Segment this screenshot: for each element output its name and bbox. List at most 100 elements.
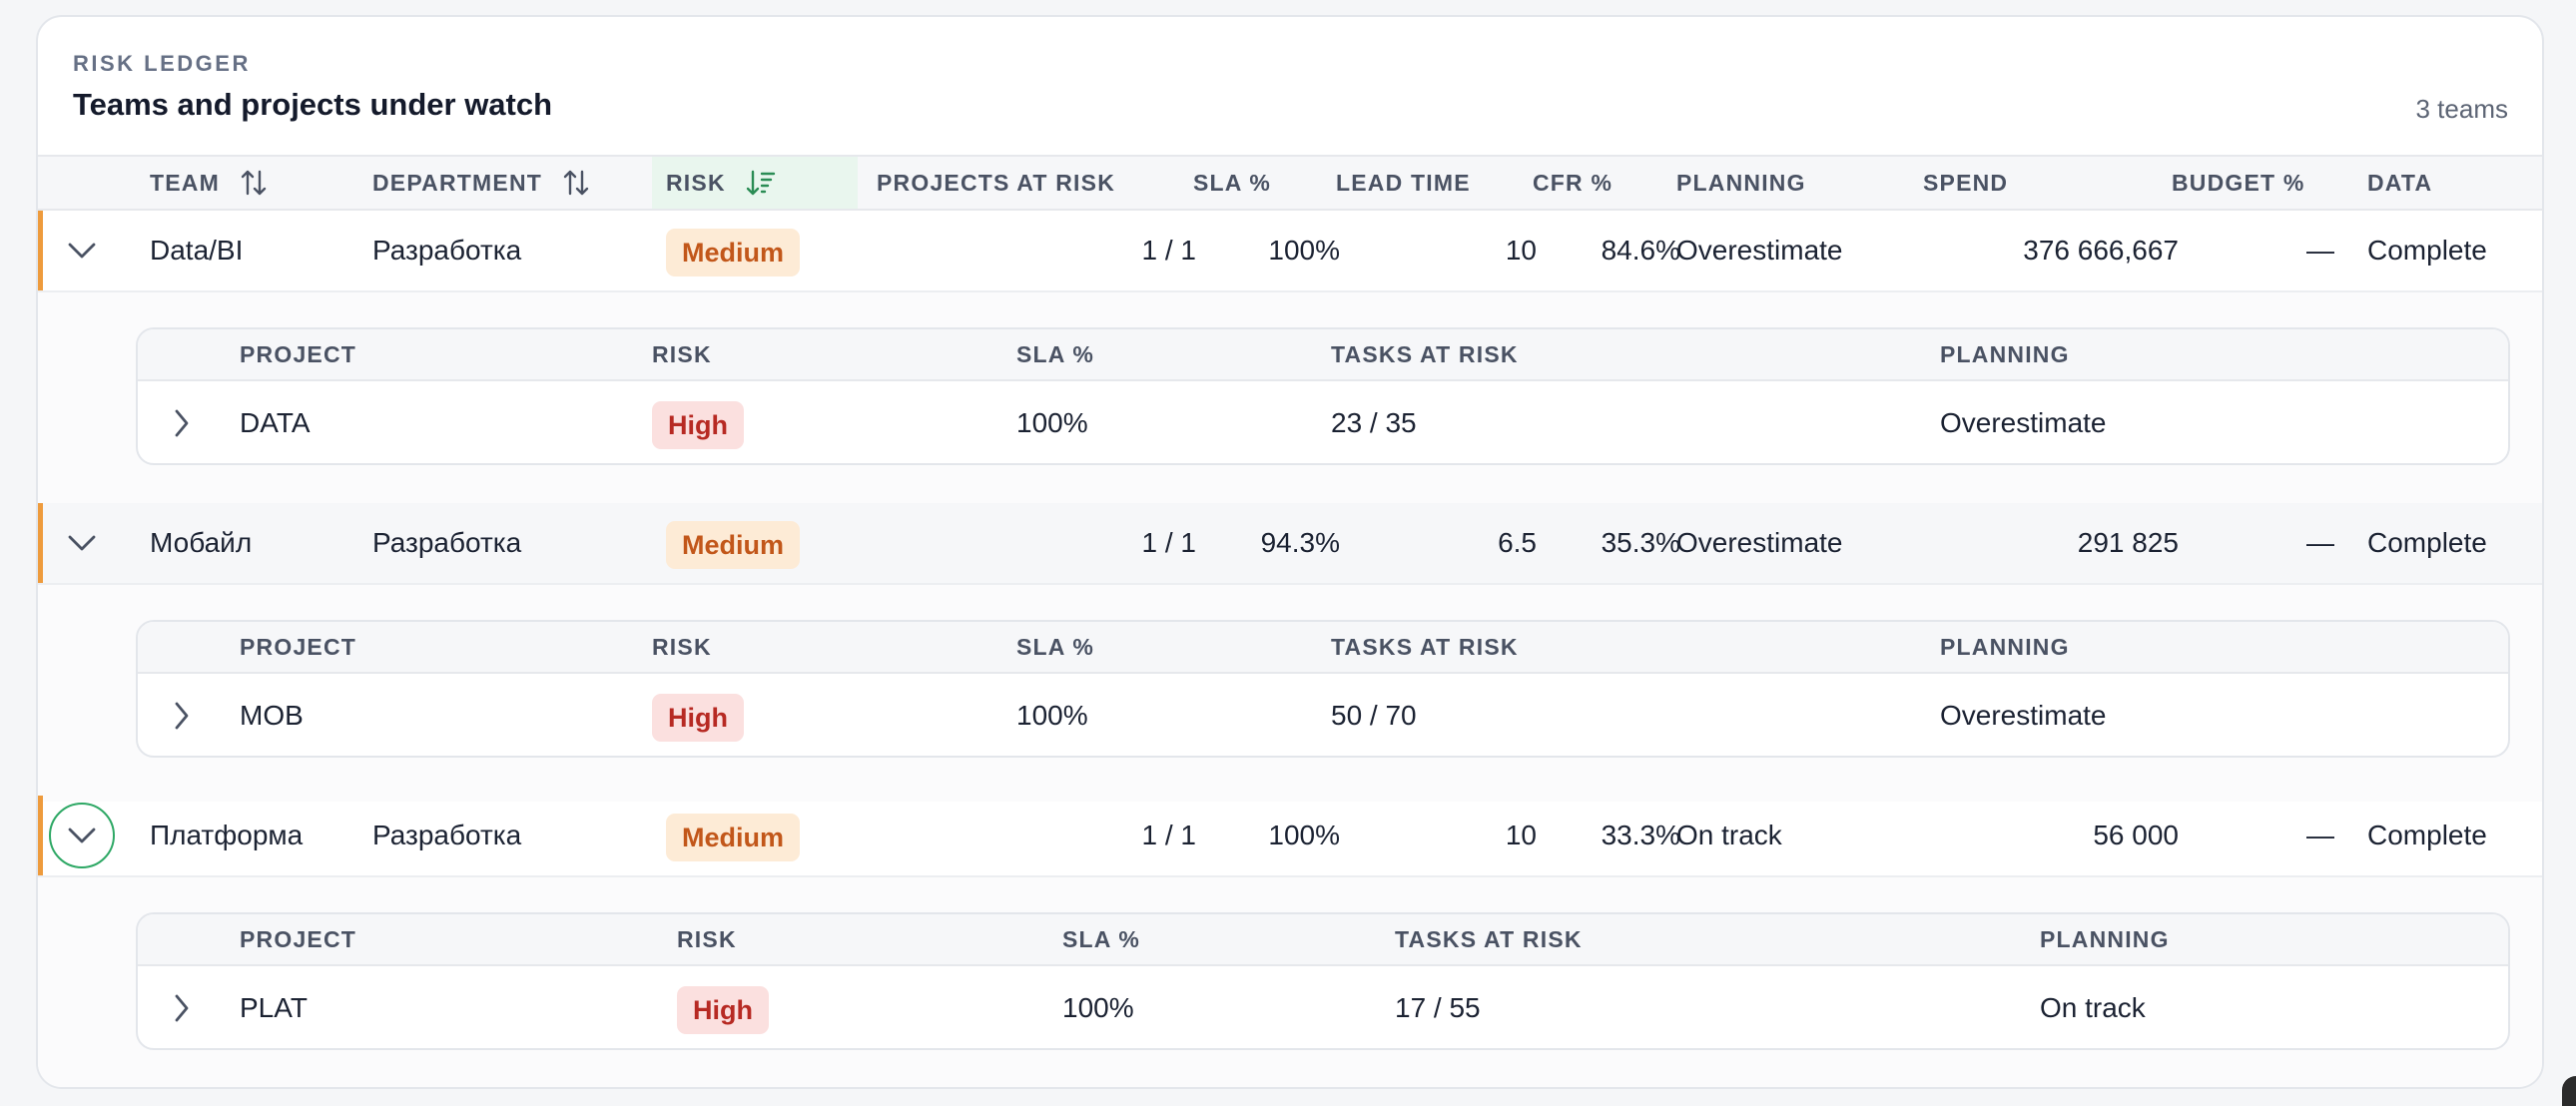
spend-value: 291 825 [2077,527,2179,558]
chevron-down-icon [68,243,96,259]
expand-toggle[interactable] [49,803,115,868]
sub-column-tasks-at-risk: TASKS AT RISK [1395,926,1583,952]
sub-column-sla: SLA % [1016,634,1094,660]
team-name: Платформа [150,820,304,850]
column-header-cfr: CFR % [1533,170,1613,196]
risk-badge: High [652,400,744,449]
sub-column-sla: SLA % [1016,341,1094,367]
project-planning: On track [2040,992,2146,1023]
column-label: TEAM [150,170,220,196]
sub-column-project: PROJECT [240,341,357,367]
chevron-down-icon [68,535,96,551]
expand-toggle[interactable] [49,510,115,576]
column-header-lead-time: LEAD TIME [1336,170,1471,196]
risk-cell: Medium [666,796,801,875]
column-header-team[interactable]: TEAM [150,157,268,209]
project-expand-toggle[interactable] [162,381,202,463]
column-label: DEPARTMENT [372,170,543,196]
cfr-value: 84.6% [1601,235,1680,266]
data-status: Complete [2367,235,2487,266]
project-sla: 100% [1062,992,1134,1023]
budget-value: — [2306,820,2334,850]
project-planning: Overestimate [1940,700,2107,731]
lead-time-value: 10 [1505,235,1537,266]
window-corner [2562,1076,2576,1106]
cfr-value: 35.3% [1601,527,1680,558]
project-subtable: PROJECT RISK SLA % TASKS AT RISK PLANNIN… [136,620,2510,758]
sort-arrows-icon[interactable] [562,168,590,198]
column-header-budget: BUDGET % [2172,170,2305,196]
project-sla: 100% [1016,407,1088,438]
projects-at-risk: 1 / 1 [1141,820,1196,850]
column-header-spend: SPEND [1923,170,2009,196]
risk-accent-bar [38,796,43,875]
sub-column-risk: RISK [652,341,712,367]
risk-cell: Medium [666,503,801,583]
lead-time-value: 6.5 [1498,527,1537,558]
department: Разработка [372,527,522,558]
risk-accent-bar [38,503,43,583]
cfr-value: 33.3% [1601,820,1680,850]
sub-column-project: PROJECT [240,634,357,660]
column-header-risk[interactable]: RISK [652,157,858,209]
project-risk-cell: High [652,381,744,463]
sub-column-risk: RISK [652,634,712,660]
subtable-header: PROJECT RISK SLA % TASKS AT RISK PLANNIN… [138,914,2508,966]
risk-badge: Medium [666,813,801,861]
data-status: Complete [2367,820,2487,850]
project-risk-cell: High [677,966,769,1048]
planning-value: Overestimate [1676,527,1843,558]
spend-value: 376 666,667 [2023,235,2179,266]
chevron-down-icon [68,828,96,843]
chevron-right-icon [175,702,189,730]
expand-toggle[interactable] [49,218,115,283]
card-header: RISK LEDGER Teams and projects under wat… [38,17,2542,155]
projects-at-risk: 1 / 1 [1141,235,1196,266]
sub-column-sla: SLA % [1062,926,1140,952]
project-name: PLAT [240,992,308,1023]
project-tasks-at-risk: 50 / 70 [1331,700,1417,731]
team-row[interactable]: Data/BI Разработка Medium 1 / 1 100% 10 … [38,211,2542,292]
planning-value: On track [1676,820,1782,850]
project-risk-cell: High [652,674,744,756]
sort-arrows-icon[interactable] [240,168,268,198]
column-header-planning: PLANNING [1676,170,1806,196]
team-count: 3 teams [2415,94,2509,124]
sub-column-risk: RISK [677,926,737,952]
column-label: RISK [666,170,726,196]
chevron-right-icon [175,409,189,437]
column-header-sla: SLA % [1193,170,1271,196]
eyebrow-label: RISK LEDGER [73,51,251,76]
budget-value: — [2306,235,2334,266]
project-expand-toggle[interactable] [162,674,202,756]
table-header: TEAM DEPARTMENT RISK PROJECTS AT RISK SL… [38,155,2542,211]
sla-value: 94.3% [1260,527,1340,558]
budget-value: — [2306,527,2334,558]
sub-column-planning: PLANNING [1940,634,2070,660]
team-row[interactable]: Мобайл Разработка Medium 1 / 1 94.3% 6.5… [38,503,2542,585]
lead-time-value: 10 [1505,820,1537,850]
team-name: Мобайл [150,527,253,558]
risk-badge: High [677,985,769,1034]
chevron-right-icon [175,994,189,1022]
project-name: MOB [240,700,304,731]
subtable-header: PROJECT RISK SLA % TASKS AT RISK PLANNIN… [138,622,2508,674]
risk-ledger-card: RISK LEDGER Teams and projects under wat… [36,15,2544,1089]
risk-badge: Medium [666,228,801,276]
sub-column-planning: PLANNING [2040,926,2170,952]
column-header-projects-at-risk: PROJECTS AT RISK [877,170,1116,196]
project-subtable: PROJECT RISK SLA % TASKS AT RISK PLANNIN… [136,912,2510,1050]
team-name: Data/BI [150,235,244,266]
risk-badge: Medium [666,520,801,569]
sort-descending-icon[interactable] [745,168,777,198]
data-status: Complete [2367,527,2487,558]
project-tasks-at-risk: 23 / 35 [1331,407,1417,438]
sub-column-planning: PLANNING [1940,341,2070,367]
project-expand-toggle[interactable] [162,966,202,1048]
column-header-department[interactable]: DEPARTMENT [372,157,590,209]
sla-value: 100% [1268,820,1340,850]
team-row[interactable]: Платформа Разработка Medium 1 / 1 100% 1… [38,796,2542,877]
planning-value: Overestimate [1676,235,1843,266]
project-sla: 100% [1016,700,1088,731]
risk-badge: High [652,693,744,742]
